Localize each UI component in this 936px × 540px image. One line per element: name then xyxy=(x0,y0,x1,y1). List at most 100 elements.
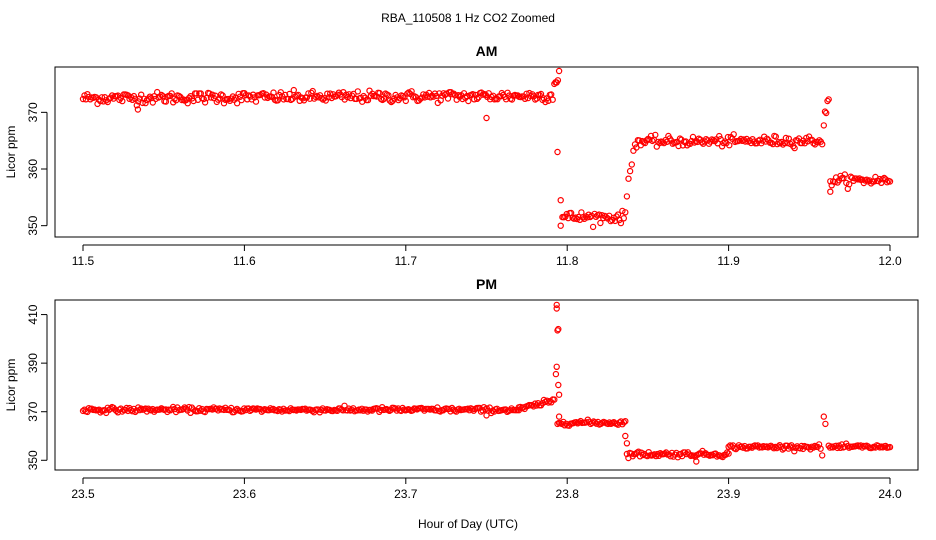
data-point xyxy=(819,140,826,148)
data-point xyxy=(856,175,863,182)
data-point xyxy=(661,450,668,457)
data-point xyxy=(553,363,560,370)
data-point xyxy=(726,141,733,149)
data-point xyxy=(716,132,723,140)
data-point xyxy=(455,91,462,99)
data-point xyxy=(252,98,260,105)
data-point xyxy=(779,446,786,453)
data-point xyxy=(820,122,828,129)
y-tick-label: 370 xyxy=(26,401,40,421)
data-point xyxy=(691,139,698,146)
data-point xyxy=(318,406,325,414)
data-point xyxy=(549,96,556,103)
data-point xyxy=(319,96,327,103)
data-point xyxy=(456,405,463,412)
data-point xyxy=(768,139,775,146)
data-point xyxy=(107,405,114,412)
y-tick-label: 370 xyxy=(26,102,40,122)
data-point xyxy=(840,174,847,182)
data-point xyxy=(440,90,447,97)
data-point xyxy=(286,90,293,98)
data-point xyxy=(97,97,104,105)
data-point xyxy=(879,175,886,183)
data-point xyxy=(579,214,587,221)
data-point xyxy=(248,406,255,414)
data-point xyxy=(324,90,331,97)
data-point xyxy=(823,109,830,117)
data-point xyxy=(129,96,136,104)
data-point xyxy=(654,450,661,458)
data-point xyxy=(508,96,516,103)
data-point xyxy=(553,301,560,309)
data-point xyxy=(133,102,140,109)
data-point xyxy=(537,90,545,98)
x-tick-label: 11.7 xyxy=(395,254,418,268)
data-point xyxy=(555,67,563,75)
data-point xyxy=(229,93,236,100)
data-point xyxy=(552,370,560,378)
data-point xyxy=(617,219,625,227)
data-point xyxy=(883,178,891,186)
data-point xyxy=(551,396,558,403)
data-point xyxy=(725,450,732,457)
data-point xyxy=(730,131,737,138)
data-point xyxy=(252,406,260,413)
y-tick-label: 360 xyxy=(26,159,40,179)
data-point xyxy=(786,443,794,450)
data-point xyxy=(593,420,600,427)
data-point xyxy=(185,94,193,102)
data-point xyxy=(626,167,634,175)
data-point xyxy=(827,178,834,185)
am-panel: AM 11.5 11.6 11.7 11.8 11.9 12.0 350 360 370 Licor… xyxy=(4,43,919,268)
data-point xyxy=(557,196,564,204)
data-point xyxy=(79,95,87,103)
data-point xyxy=(689,133,697,141)
panel-title: PM xyxy=(476,276,497,292)
data-point xyxy=(597,219,604,227)
data-point xyxy=(844,442,851,450)
data-point xyxy=(459,95,466,103)
data-point xyxy=(542,98,549,106)
data-point xyxy=(309,87,316,95)
data-point xyxy=(405,89,412,96)
data-point xyxy=(656,139,663,147)
data-point xyxy=(180,96,187,103)
data-point xyxy=(775,443,782,450)
plot-frame xyxy=(54,66,919,238)
data-point xyxy=(555,325,562,333)
data-point xyxy=(555,413,563,420)
data-point xyxy=(408,88,415,95)
data-point xyxy=(886,178,894,185)
data-point xyxy=(863,176,870,183)
data-point xyxy=(714,140,721,147)
data-point xyxy=(859,176,866,183)
data-point xyxy=(357,407,364,414)
data-point xyxy=(595,211,603,218)
data-point xyxy=(776,442,783,449)
data-point xyxy=(212,92,219,99)
data-point xyxy=(740,444,747,451)
data-point xyxy=(589,223,597,231)
data-point xyxy=(819,452,826,459)
data-point xyxy=(652,131,659,139)
data-point xyxy=(354,88,361,95)
y-tick-label: 410 xyxy=(26,304,40,324)
data-point xyxy=(245,92,252,99)
x-tick-label: 11.5 xyxy=(72,254,95,268)
data-point xyxy=(554,148,561,156)
data-point xyxy=(214,96,222,103)
data-point xyxy=(364,96,372,104)
data-point xyxy=(206,90,213,97)
data-point xyxy=(557,222,564,229)
data-point xyxy=(108,92,116,99)
data-point xyxy=(402,97,409,105)
data-point xyxy=(700,451,708,458)
panel-title: AM xyxy=(476,43,498,59)
y-tick-label: 350 xyxy=(26,215,40,235)
data-point xyxy=(219,92,226,99)
data-point xyxy=(841,443,848,450)
data-point xyxy=(134,106,142,113)
data-point xyxy=(881,174,888,182)
data-point xyxy=(776,140,784,147)
data-point xyxy=(623,440,631,447)
